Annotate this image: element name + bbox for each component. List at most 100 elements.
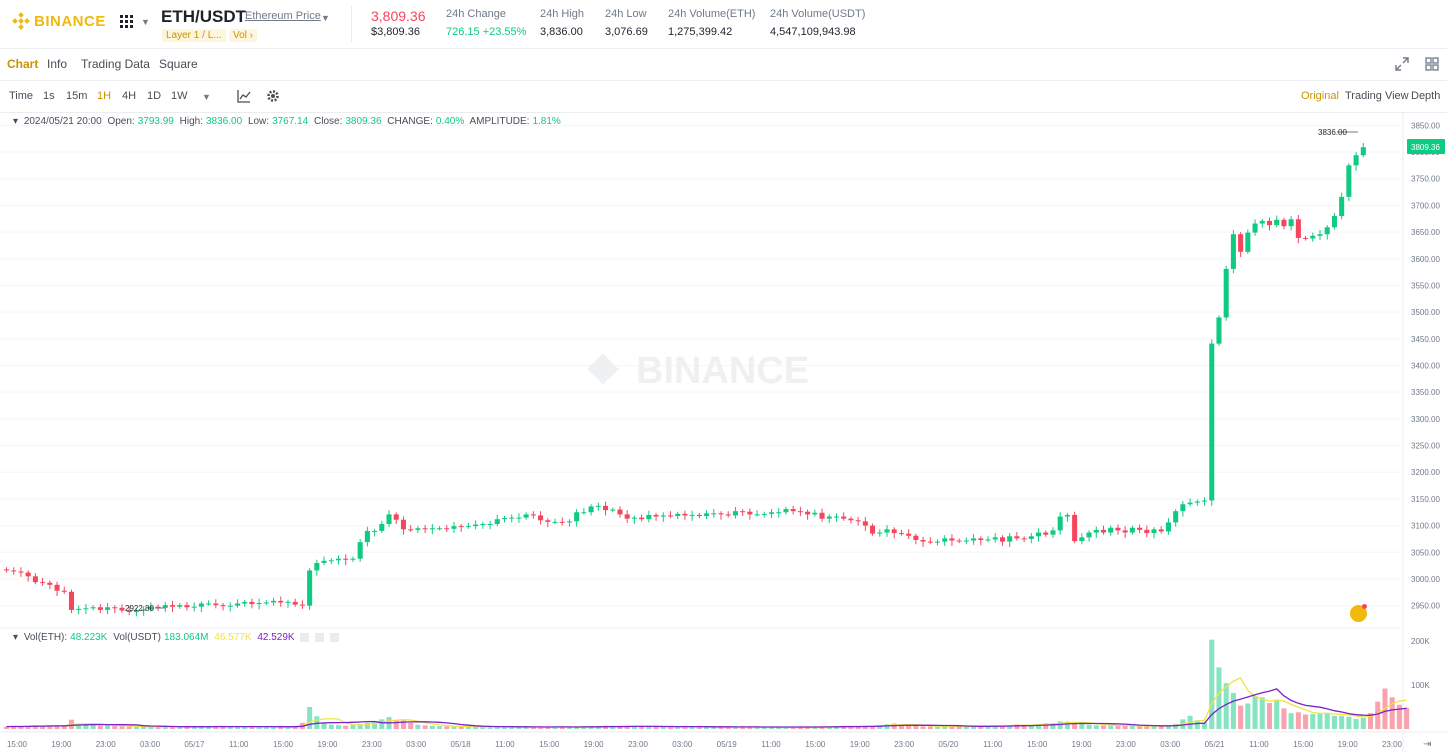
- candle-body: [1115, 527, 1121, 531]
- candle-body: [1158, 529, 1164, 532]
- candle-body: [184, 605, 190, 608]
- interval-time[interactable]: Time: [9, 90, 34, 102]
- volume-bar: [1115, 725, 1121, 729]
- volume-bar: [1324, 712, 1330, 729]
- ohlc-date: 2024/05/21 20:00: [23, 116, 102, 127]
- interval-1s[interactable]: 1s: [43, 90, 55, 102]
- volume-bar: [198, 726, 204, 729]
- candle-body: [328, 560, 334, 562]
- interval-1w[interactable]: 1W: [171, 90, 188, 102]
- volume-bar: [1288, 713, 1294, 729]
- vol-settings-icon[interactable]: [315, 632, 325, 642]
- time-tick-label: 05/18: [451, 740, 472, 749]
- layout-grid-icon[interactable]: [1425, 57, 1439, 71]
- candle-body: [263, 602, 269, 604]
- price-chart[interactable]: BINANCE 3836.00 2922.80 2950.00 3000.00 30…: [0, 112, 1447, 752]
- volume-bar: [1021, 724, 1027, 729]
- last-price-tag: 3809.36: [1407, 139, 1445, 154]
- volume-bar: [1158, 725, 1164, 729]
- volume-bar: [155, 726, 161, 729]
- volume-bar: [451, 726, 457, 729]
- notification-bell-icon[interactable]: [1350, 604, 1367, 622]
- volume-bar: [364, 722, 370, 729]
- interval-4h[interactable]: 4H: [122, 90, 137, 102]
- candle-body: [11, 570, 17, 572]
- pair-chevron-down-icon[interactable]: ▼: [321, 13, 330, 23]
- volume-bar: [1245, 703, 1251, 729]
- candle-body: [646, 514, 652, 520]
- candle-body: [667, 515, 674, 517]
- volume-bar: [40, 725, 46, 729]
- candle-body: [1151, 529, 1157, 534]
- candle-body: [1303, 237, 1309, 239]
- volume-bar: [501, 726, 508, 729]
- candle-body: [696, 514, 702, 516]
- ohlc-collapse-icon[interactable]: ▾: [13, 116, 19, 127]
- price-tick-label: 3300.00: [1411, 415, 1440, 424]
- binance-watermark: BINANCE: [636, 350, 809, 392]
- apps-grid-icon[interactable]: [120, 15, 134, 32]
- tab-info[interactable]: Info: [47, 57, 68, 71]
- stat-24h-high: 24h High 3,836.00: [540, 8, 584, 38]
- expand-icon[interactable]: [1395, 57, 1409, 71]
- volume-bar: [234, 726, 240, 729]
- volume-bar: [559, 726, 565, 729]
- time-tick-label: 23:00: [628, 740, 649, 749]
- pair-title[interactable]: ETH/USDT: [161, 7, 246, 26]
- volume-bar: [25, 725, 31, 729]
- ohlc-amplitude-label: AMPLITUDE:: [469, 116, 530, 127]
- volume-bar: [740, 726, 746, 729]
- candle-body: [848, 518, 854, 521]
- volume-bar: [1389, 697, 1395, 729]
- view-depth[interactable]: Depth: [1411, 90, 1441, 102]
- volume-bar: [133, 726, 139, 729]
- vol-visibility-icon[interactable]: [300, 632, 310, 642]
- candle-body: [393, 514, 399, 520]
- volume-bar: [206, 726, 212, 729]
- category-tag[interactable]: Layer 1 / L...: [162, 29, 226, 42]
- time-tick-label: 23:00: [1116, 740, 1137, 749]
- volume-bar: [588, 726, 594, 729]
- interval-1d[interactable]: 1D: [147, 90, 162, 102]
- interval-15m[interactable]: 15m: [66, 90, 88, 102]
- settings-gear-icon[interactable]: [266, 89, 280, 103]
- tab-square[interactable]: Square: [159, 57, 198, 71]
- view-trading-view[interactable]: Trading View: [1345, 90, 1409, 102]
- time-tick-label: 11:00: [761, 740, 781, 749]
- tab-chart[interactable]: Chart: [7, 57, 39, 71]
- time-tick-label: 19:00: [317, 740, 338, 749]
- volume-ma-line: [6, 676, 1407, 728]
- volume-bar: [112, 725, 118, 729]
- volume-bar: [1194, 720, 1200, 729]
- indicator-icon[interactable]: [237, 89, 251, 103]
- volume-bar: [357, 724, 363, 729]
- volume-bar: [1007, 725, 1013, 729]
- candle-body: [718, 513, 724, 515]
- pair-price-link[interactable]: Ethereum Price: [245, 10, 321, 22]
- volume-bar: [119, 726, 125, 729]
- candle-body: [595, 505, 601, 507]
- volume-collapse-icon[interactable]: ▾: [13, 632, 19, 643]
- candle-body: [891, 529, 897, 534]
- volume-bar: [1086, 724, 1092, 729]
- candle-body: [1274, 219, 1280, 226]
- volume-bar: [552, 726, 558, 729]
- vol-tag[interactable]: Vol ›: [229, 29, 258, 42]
- volume-bar: [1404, 707, 1410, 729]
- candle-body: [299, 604, 305, 606]
- binance-logo[interactable]: BINANCE: [12, 12, 106, 30]
- volume-bar: [660, 726, 666, 729]
- candle-body: [4, 569, 10, 571]
- interval-chevron-down-icon[interactable]: ▼: [202, 92, 211, 102]
- interval-1h[interactable]: 1H: [97, 90, 112, 102]
- volume-bar: [884, 724, 890, 729]
- volume-bar: [54, 725, 60, 729]
- scale-reset-icon[interactable]: ⇥: [1423, 739, 1431, 750]
- view-original[interactable]: Original: [1301, 90, 1339, 102]
- apps-chevron-down-icon[interactable]: ▼: [141, 17, 150, 27]
- vol-close-icon[interactable]: [329, 632, 339, 642]
- volume-bar: [841, 726, 847, 729]
- time-tick-label: 19:00: [51, 740, 72, 749]
- tab-trading-data[interactable]: Trading Data: [81, 57, 150, 71]
- candle-body: [256, 602, 262, 605]
